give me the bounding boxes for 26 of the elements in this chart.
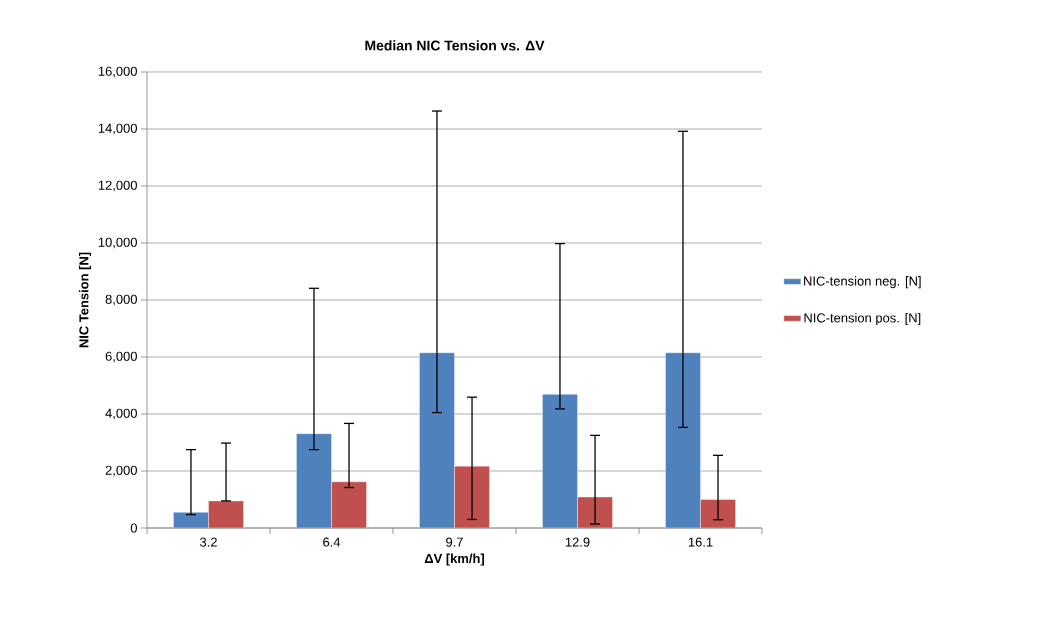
- y-tick-label: 10,000: [98, 237, 137, 249]
- bar: [331, 481, 367, 528]
- x-tick-label: 6.4: [323, 537, 341, 547]
- bar: [296, 433, 332, 528]
- y-tick-label: 2,000: [105, 465, 137, 477]
- y-axis-title: NIC Tension [N]: [78, 252, 92, 348]
- y-tick-label: 12,000: [98, 180, 137, 192]
- chart-title: Median NIC Tension vs. ΔV: [365, 40, 545, 51]
- x-tick-label: 9.7: [446, 537, 463, 547]
- x-tick-label: 16.1: [688, 537, 713, 547]
- y-tick-label: 8,000: [105, 294, 137, 306]
- y-tick-label: 0: [130, 523, 137, 533]
- x-tick-label: 12.9: [565, 537, 590, 547]
- legend-label: NIC-tension pos. [N]: [804, 312, 921, 326]
- bar: [665, 352, 701, 528]
- bar: [419, 352, 455, 528]
- legend-label: NIC-tension neg. [N]: [804, 276, 921, 289]
- bar: [542, 394, 578, 528]
- x-axis-title: ΔV [km/h]: [424, 553, 484, 566]
- y-tick-label: 16,000: [98, 66, 137, 78]
- y-tick-label: 4,000: [105, 408, 137, 420]
- y-tick-label: 14,000: [98, 123, 137, 135]
- x-tick-label: 3.2: [200, 537, 217, 547]
- y-tick-label: 6,000: [105, 351, 137, 363]
- bar: [208, 500, 244, 528]
- bar: [173, 512, 209, 528]
